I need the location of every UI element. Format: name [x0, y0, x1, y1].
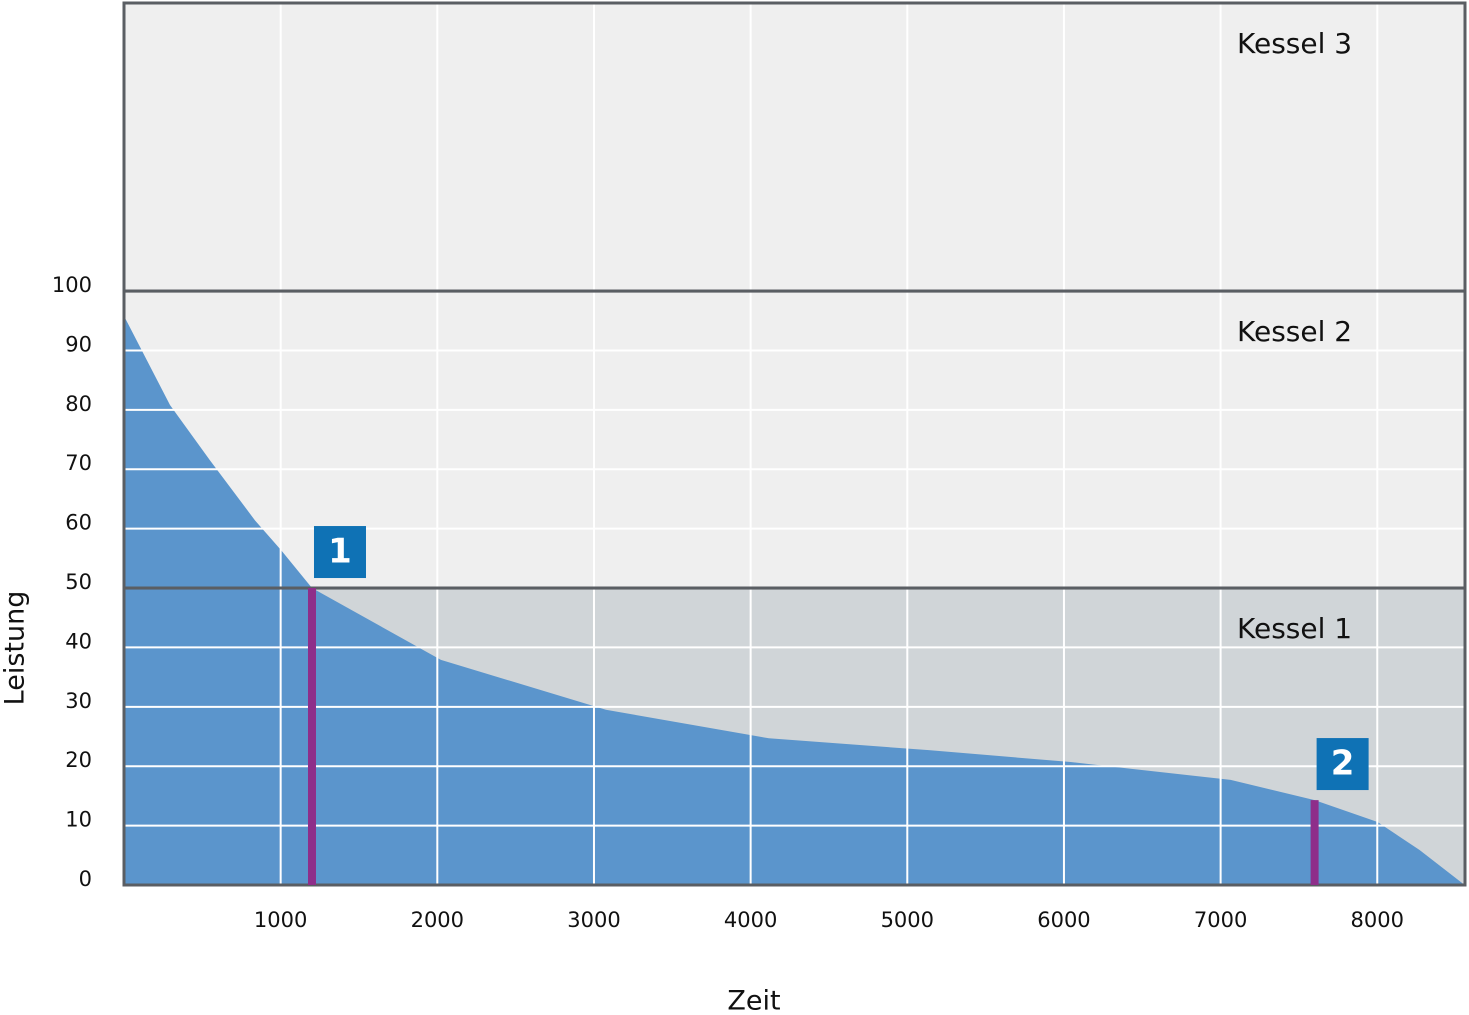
band-border — [122, 1, 1467, 293]
band-label: Kessel 3 — [1237, 27, 1352, 60]
x-tick-label: 2000 — [411, 908, 464, 932]
marker-box — [313, 526, 366, 579]
x-tick-label: 7000 — [1194, 908, 1247, 932]
y-tick-label: 60 — [65, 511, 92, 535]
y-tick-label: 90 — [65, 332, 92, 356]
y-tick-label: 20 — [65, 748, 92, 772]
x-tick-label: 1000 — [254, 908, 307, 932]
y-tick-label: 30 — [65, 689, 92, 713]
band-label: Kessel 1 — [1237, 612, 1352, 645]
x-tick-label: 6000 — [1037, 908, 1090, 932]
marker-label: 1 — [328, 532, 352, 572]
band — [124, 3, 1465, 292]
marker-label: 2 — [1331, 744, 1355, 784]
y-tick-label: 80 — [65, 392, 92, 416]
y-tick-label: 0 — [79, 867, 92, 891]
x-tick-label: 4000 — [724, 908, 777, 932]
y-tick-label: 70 — [65, 451, 92, 475]
y-tick-label: 100 — [52, 273, 92, 297]
area — [124, 316, 1465, 885]
band-label: Kessel 2 — [1237, 315, 1352, 348]
y-tick-label: 10 — [65, 808, 92, 832]
y-axis-label: Leistung — [0, 591, 31, 706]
x-tick-label: 3000 — [567, 908, 620, 932]
x-axis-label: Zeit — [727, 986, 780, 1015]
y-tick-label: 40 — [65, 629, 92, 653]
x-tick-label: 8000 — [1351, 908, 1404, 932]
y-tick-label: 50 — [65, 570, 92, 594]
x-tick-label: 5000 — [881, 908, 934, 932]
marker-box — [1316, 738, 1369, 791]
